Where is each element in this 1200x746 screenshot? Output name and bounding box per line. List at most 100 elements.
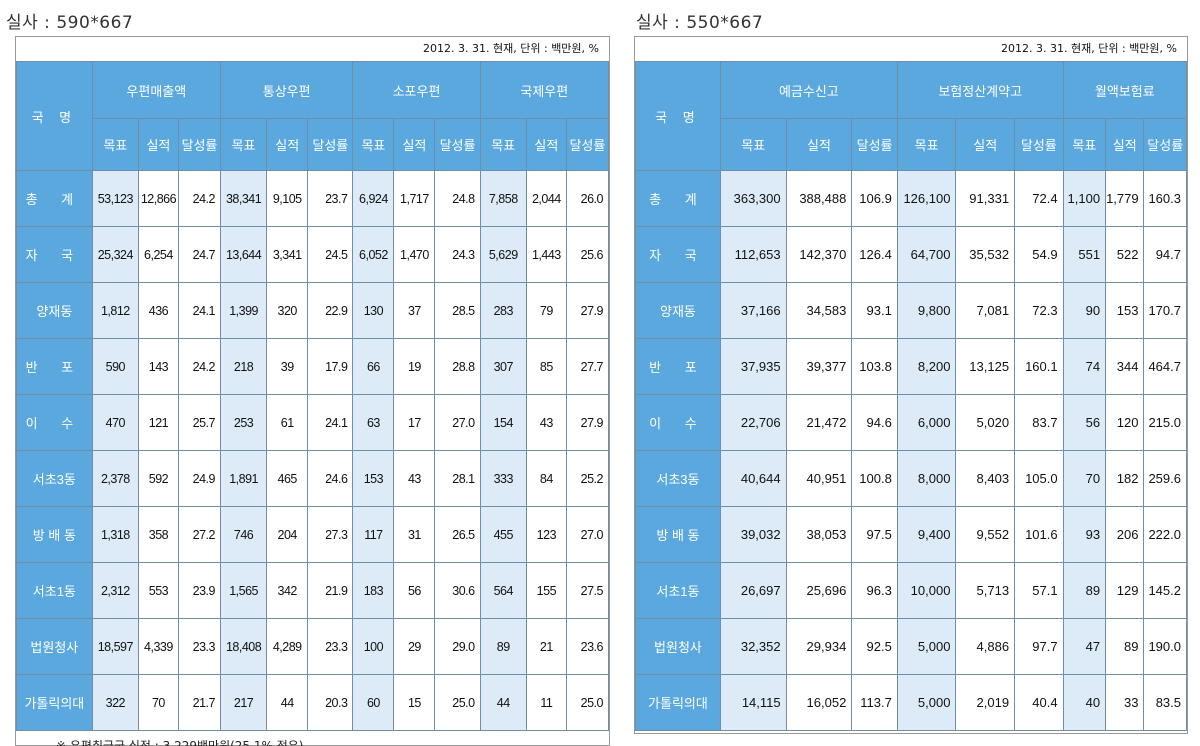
- left-size-caption: 실사 : 590*667: [6, 13, 134, 33]
- table-cell: 70: [1062, 450, 1107, 507]
- row-name: 양재동: [16, 282, 93, 339]
- table-cell: 6,052: [352, 226, 395, 283]
- table-cell: 30.6: [434, 562, 481, 619]
- table-cell: 283: [479, 282, 527, 339]
- table-cell: 31: [393, 506, 436, 563]
- table-cell: 40,951: [785, 450, 853, 507]
- table-cell: 2,378: [91, 450, 139, 507]
- table-cell: 14,115: [719, 674, 787, 731]
- sub-header: 달성률: [434, 118, 481, 171]
- sub-header: 실적: [785, 118, 853, 171]
- table-cell: 553: [137, 562, 179, 619]
- table-cell: 1,891: [219, 450, 268, 507]
- table-row: 가톨릭의대 14,115 16,052 113.7 5,000 2,019 40.4 40 33…: [635, 674, 1187, 731]
- table-cell: 24.7: [177, 226, 221, 283]
- table-cell: 20.3: [307, 674, 354, 731]
- table-cell: 34,583: [785, 282, 853, 339]
- table-cell: 1,443: [525, 226, 567, 283]
- table-cell: 143: [137, 338, 179, 395]
- row-name: 가톨릭의대: [16, 674, 93, 731]
- table-cell: 23.7: [307, 170, 354, 227]
- table-cell: 70: [137, 674, 179, 731]
- table-cell: 94.7: [1143, 226, 1187, 283]
- right-size-caption: 실사 : 550*667: [636, 13, 764, 33]
- sub-header: 달성률: [565, 118, 610, 171]
- table-cell: 4,886: [955, 618, 1016, 675]
- table-cell: 21.9: [307, 562, 354, 619]
- table-cell: 2,019: [955, 674, 1016, 731]
- table-cell: 26,697: [719, 562, 787, 619]
- table-cell: 28.8: [434, 338, 481, 395]
- table-cell: 8,200: [896, 338, 957, 395]
- table-cell: 7,081: [955, 282, 1016, 339]
- table-cell: 155: [525, 562, 567, 619]
- table-cell: 27.5: [565, 562, 610, 619]
- table-cell: 160.3: [1143, 170, 1187, 227]
- table-row: 반 포 37,935 39,377 103.8 8,200 13,125 160.1 74 34…: [635, 338, 1187, 395]
- table-cell: 54.9: [1014, 226, 1064, 283]
- table-cell: 4,289: [266, 618, 309, 675]
- table-cell: 388,488: [785, 170, 853, 227]
- table-cell: 43: [525, 394, 567, 451]
- postal-sales-table: 국 명 우편매출액 통상우편 소포우편 국제우편 목표 실적 달성률 목표 실적 달성률 목…: [16, 61, 610, 731]
- table-cell: 746: [219, 506, 268, 563]
- row-name: 자 국: [16, 226, 93, 283]
- table-cell: 23.6: [565, 618, 610, 675]
- sub-header: 달성률: [307, 118, 354, 171]
- table-cell: 25.0: [434, 674, 481, 731]
- table-cell: 129: [1105, 562, 1145, 619]
- table-row: 서초1동 2,312 553 23.9 1,565 342 21.9 183 56 30.6 564…: [16, 562, 610, 619]
- table-cell: 26.0: [565, 170, 610, 227]
- finance-panel: 2012. 3. 31. 현재, 단위 : 백만원, % 국 명 예금수신고 보…: [634, 36, 1188, 734]
- table-cell: 7,858: [479, 170, 527, 227]
- table-cell: 97.7: [1014, 618, 1064, 675]
- row-name: 반 포: [635, 338, 721, 395]
- table-cell: 590: [91, 338, 139, 395]
- sub-header: 달성률: [851, 118, 898, 171]
- table-row: 방 배 동 39,032 38,053 97.5 9,400 9,552 101.6 93 20…: [635, 506, 1187, 563]
- table-row: 총 계 53,123 12,866 24.2 38,341 9,105 23.7 6,924 1…: [16, 170, 610, 227]
- table-cell: 40: [1062, 674, 1107, 731]
- table-cell: 27.2: [177, 506, 221, 563]
- row-name: 법원청사: [16, 618, 93, 675]
- table-cell: 27.9: [565, 282, 610, 339]
- sub-header: 목표: [896, 118, 957, 171]
- table-cell: 100.8: [851, 450, 898, 507]
- sub-header: 실적: [955, 118, 1016, 171]
- table-cell: 56: [1062, 394, 1107, 451]
- table-cell: 35,532: [955, 226, 1016, 283]
- table-cell: 57.1: [1014, 562, 1064, 619]
- sub-header: 실적: [266, 118, 309, 171]
- row-name: 이 수: [635, 394, 721, 451]
- table-row: 이 수 22,706 21,472 94.6 6,000 5,020 83.7 56 120 21…: [635, 394, 1187, 451]
- sub-header: 실적: [137, 118, 179, 171]
- row-name: 서초3동: [635, 450, 721, 507]
- table-cell: 89: [1062, 562, 1107, 619]
- sub-header: 목표: [352, 118, 395, 171]
- table-cell: 363,300: [719, 170, 787, 227]
- table-cell: 32,352: [719, 618, 787, 675]
- row-name: 서초3동: [16, 450, 93, 507]
- table-row: 가톨릭의대 322 70 21.7 217 44 20.3 60 15 25.0 44 11 25.0: [16, 674, 610, 731]
- table-cell: 222.0: [1143, 506, 1187, 563]
- table-cell: 24.5: [307, 226, 354, 283]
- table-cell: 217: [219, 674, 268, 731]
- table-cell: 1,717: [393, 170, 436, 227]
- table-cell: 551: [1062, 226, 1107, 283]
- table-cell: 24.9: [177, 450, 221, 507]
- table-row: 양재동 1,812 436 24.1 1,399 320 22.9 130 37 28.5 283 7…: [16, 282, 610, 339]
- table-cell: 64,700: [896, 226, 957, 283]
- table-cell: 19: [393, 338, 436, 395]
- group-header: 소포우편: [352, 61, 481, 119]
- row-name: 반 포: [16, 338, 93, 395]
- table-cell: 105.0: [1014, 450, 1064, 507]
- table-cell: 145.2: [1143, 562, 1187, 619]
- table-cell: 112,653: [719, 226, 787, 283]
- row-name: 방 배 동: [16, 506, 93, 563]
- sub-header: 달성률: [1014, 118, 1064, 171]
- sub-header: 목표: [479, 118, 527, 171]
- table-cell: 60: [352, 674, 395, 731]
- table-cell: 106.9: [851, 170, 898, 227]
- group-header: 보험정산계약고: [896, 61, 1064, 119]
- table-cell: 206: [1105, 506, 1145, 563]
